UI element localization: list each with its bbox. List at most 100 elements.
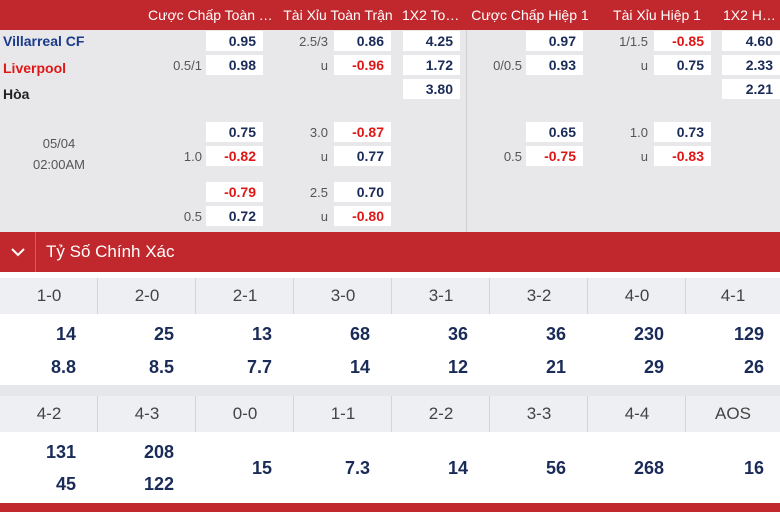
odds-value[interactable]: 0.95 bbox=[206, 31, 263, 51]
score-label: 3-3 bbox=[490, 396, 588, 432]
odds-header: Cược Chấp Toàn Trận Tài Xỉu Toàn Trận 1X… bbox=[0, 0, 780, 30]
score-odds-value[interactable]: 14 bbox=[447, 458, 468, 478]
chevron-down-icon[interactable] bbox=[0, 232, 36, 272]
odds-value[interactable]: 0.65 bbox=[526, 122, 583, 142]
score-column: 2-2 14 bbox=[392, 396, 490, 503]
column-separator bbox=[587, 396, 588, 432]
odds-value[interactable]: -0.80 bbox=[334, 206, 391, 226]
column-separator bbox=[489, 396, 490, 432]
score-label: 0-0 bbox=[196, 396, 294, 432]
hdp-line: 0.5/1 bbox=[173, 58, 202, 73]
score-column: 4-0 230 29 bbox=[588, 278, 686, 385]
score-odds-value[interactable]: 36 bbox=[447, 324, 468, 344]
odds-value[interactable]: 4.60 bbox=[722, 31, 780, 51]
score-odds-value[interactable]: 29 bbox=[643, 357, 664, 377]
h1-ou-line: 1.0 bbox=[629, 125, 648, 140]
score-odds-value[interactable]: 14 bbox=[349, 357, 370, 377]
h1-hdp-line: 0.5 bbox=[503, 149, 522, 164]
score-column: 4-1 129 26 bbox=[686, 278, 780, 385]
odds-value[interactable]: 0.97 bbox=[526, 31, 583, 51]
score-odds-value[interactable]: 12 bbox=[447, 357, 468, 377]
score-odds-value[interactable]: 21 bbox=[545, 357, 566, 377]
section-title: Tỷ Số Chính Xác bbox=[46, 242, 175, 261]
score-odds-value[interactable]: 15 bbox=[251, 458, 272, 478]
odds-value[interactable]: 0.77 bbox=[334, 146, 391, 166]
odds-value[interactable]: -0.96 bbox=[334, 55, 391, 75]
odds-value[interactable]: 2.21 bbox=[722, 79, 780, 99]
score-label: 2-0 bbox=[98, 278, 196, 314]
odds-value[interactable]: 0.75 bbox=[654, 55, 711, 75]
odds-value[interactable]: 4.25 bbox=[403, 31, 460, 51]
score-odds-value[interactable]: 8.5 bbox=[148, 357, 174, 377]
column-divider bbox=[466, 30, 467, 232]
odds-value[interactable]: 1.72 bbox=[403, 55, 460, 75]
column-separator bbox=[97, 396, 98, 432]
odds-value[interactable]: -0.87 bbox=[334, 122, 391, 142]
odds-value[interactable]: 3.80 bbox=[403, 79, 460, 99]
score-odds-value[interactable]: 13 bbox=[251, 324, 272, 344]
ou-line: 2.5/3 bbox=[299, 34, 328, 49]
score-odds-value[interactable]: 268 bbox=[633, 458, 664, 478]
odds-value[interactable]: 0.72 bbox=[206, 206, 263, 226]
match-date: 05/04 bbox=[42, 136, 76, 151]
column-separator bbox=[97, 278, 98, 314]
odds-value[interactable]: -0.82 bbox=[206, 146, 263, 166]
column-separator bbox=[685, 278, 686, 314]
header-ou-full[interactable]: Tài Xỉu Toàn Trận bbox=[283, 7, 393, 23]
ou-line: 3.0 bbox=[309, 125, 328, 140]
score-column: 4-2 131 45 bbox=[0, 396, 98, 503]
score-grid-2: 4-2 131 45 4-3 208 122 0-0 15 1-1 7.3 2-… bbox=[0, 396, 780, 503]
hdp-line: 1.0 bbox=[183, 149, 202, 164]
odds-value[interactable]: 0.98 bbox=[206, 55, 263, 75]
odds-value[interactable]: 0.70 bbox=[334, 182, 391, 202]
score-label: AOS bbox=[686, 396, 780, 432]
score-odds-value[interactable]: 25 bbox=[153, 324, 174, 344]
score-odds-value[interactable]: 131 bbox=[45, 442, 76, 462]
h1-ou-under-label: u bbox=[640, 149, 648, 164]
score-odds-value[interactable]: 129 bbox=[733, 324, 764, 344]
away-team-name[interactable]: Liverpool bbox=[3, 60, 67, 76]
score-odds-value[interactable]: 14 bbox=[55, 324, 76, 344]
correct-score-section-header[interactable]: Tỷ Số Chính Xác bbox=[0, 232, 780, 272]
header-hdp-h1[interactable]: Cược Chấp Hiệp 1 bbox=[471, 7, 589, 23]
score-column: 4-4 268 bbox=[588, 396, 686, 503]
odds-value[interactable]: -0.75 bbox=[526, 146, 583, 166]
column-separator bbox=[293, 278, 294, 314]
column-separator bbox=[293, 396, 294, 432]
score-odds-value[interactable]: 26 bbox=[743, 357, 764, 377]
odds-value[interactable]: 0.75 bbox=[206, 122, 263, 142]
score-odds-value[interactable]: 8.8 bbox=[50, 357, 76, 377]
odds-value[interactable]: -0.85 bbox=[654, 31, 711, 51]
score-label: 1-0 bbox=[0, 278, 98, 314]
score-odds-value[interactable]: 230 bbox=[633, 324, 664, 344]
score-odds-value[interactable]: 45 bbox=[55, 474, 76, 494]
header-ou-h1[interactable]: Tài Xỉu Hiệp 1 bbox=[613, 7, 701, 23]
hdp-line: 0.5 bbox=[183, 209, 202, 224]
score-label: 3-1 bbox=[392, 278, 490, 314]
score-odds-value[interactable]: 16 bbox=[743, 458, 764, 478]
score-odds-value[interactable]: 56 bbox=[545, 458, 566, 478]
score-odds-value[interactable]: 36 bbox=[545, 324, 566, 344]
header-1x2-full[interactable]: 1X2 Toàn Trận bbox=[402, 7, 466, 23]
odds-value[interactable]: -0.83 bbox=[654, 146, 711, 166]
score-odds-value[interactable]: 7.3 bbox=[344, 458, 370, 478]
header-1x2-h1[interactable]: 1X2 Hiệp 1 bbox=[723, 7, 779, 23]
home-team-name[interactable]: Villarreal CF bbox=[3, 33, 85, 49]
score-column: 3-2 36 21 bbox=[490, 278, 588, 385]
column-separator bbox=[489, 278, 490, 314]
odds-value[interactable]: -0.79 bbox=[206, 182, 263, 202]
score-odds-value[interactable]: 68 bbox=[349, 324, 370, 344]
score-odds-value[interactable]: 208 bbox=[143, 442, 174, 462]
odds-value[interactable]: 0.86 bbox=[334, 31, 391, 51]
score-label: 4-3 bbox=[98, 396, 196, 432]
score-odds-value[interactable]: 7.7 bbox=[246, 357, 272, 377]
score-label: 3-0 bbox=[294, 278, 392, 314]
score-column: AOS 16 bbox=[686, 396, 780, 503]
odds-value[interactable]: 2.33 bbox=[722, 55, 780, 75]
header-hdp-full[interactable]: Cược Chấp Toàn Trận bbox=[148, 7, 274, 23]
score-column: 2-0 25 8.5 bbox=[98, 278, 196, 385]
odds-value[interactable]: 0.93 bbox=[526, 55, 583, 75]
odds-value[interactable]: 0.73 bbox=[654, 122, 711, 142]
score-odds-value[interactable]: 122 bbox=[143, 474, 174, 494]
h1-ou-line: 1/1.5 bbox=[619, 34, 648, 49]
